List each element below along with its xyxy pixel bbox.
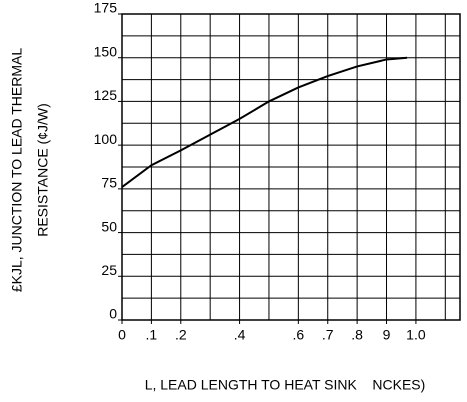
x-tick-label: 9 bbox=[383, 327, 391, 343]
y-tick-label: 100 bbox=[94, 131, 118, 147]
x-tick-label: .8 bbox=[351, 327, 363, 343]
y-title-group: £KJL, JUNCTION TO LEAD THERMAL RESISTANC… bbox=[9, 48, 51, 292]
x-title: L, LEAD LENGTH TO HEAT SINK NCKES) bbox=[145, 377, 426, 393]
x-tick-label: .7 bbox=[322, 327, 334, 343]
x-tick-label: .2 bbox=[175, 327, 187, 343]
x-tick-label: .1 bbox=[146, 327, 158, 343]
y-tick-label: 125 bbox=[94, 87, 118, 103]
plot-frame bbox=[121, 13, 461, 321]
x-tick-label: 1.0 bbox=[406, 327, 426, 343]
y-tick-label: 50 bbox=[101, 218, 117, 234]
y-tick-label: 150 bbox=[94, 43, 118, 59]
y-tick-label: 0 bbox=[109, 306, 117, 322]
y-title: RESISTANCE (¢J/W) bbox=[35, 103, 51, 237]
y-title: £KJL, JUNCTION TO LEAD THERMAL bbox=[9, 48, 25, 292]
x-tick-label: 0 bbox=[118, 327, 126, 343]
data-line bbox=[121, 56, 408, 188]
y-tick-label: 175 bbox=[94, 0, 118, 16]
y-tick-label: 25 bbox=[101, 262, 117, 278]
x-tick-label: .4 bbox=[234, 327, 246, 343]
x-tick-label: .6 bbox=[293, 327, 305, 343]
y-tick-label: 75 bbox=[101, 175, 117, 191]
